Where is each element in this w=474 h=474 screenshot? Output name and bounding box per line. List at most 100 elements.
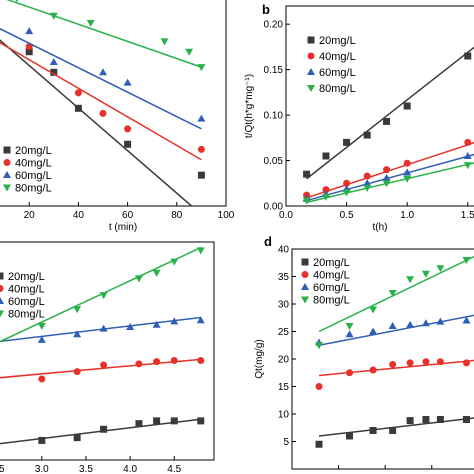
chart-panel-b: 0.0 0.5 1.0 1.5 0.00 0.05 0.10 0.15 0.20 t(h) t/Qt… — [244, 2, 474, 233]
data-point — [403, 102, 411, 110]
data-point — [135, 420, 143, 428]
data-point — [383, 117, 391, 125]
data-point — [100, 361, 108, 369]
x-tick-label: 1.0 — [400, 210, 414, 221]
data-point — [25, 48, 33, 56]
data-point — [196, 247, 205, 255]
fit-line-20mg-l — [0, 418, 201, 445]
data-point — [124, 125, 132, 133]
plot-frame — [285, 5, 474, 207]
data-point — [135, 360, 143, 368]
data-point — [49, 12, 58, 20]
y-tick-label: 25 — [278, 327, 290, 338]
fit-line-40mg-l — [0, 41, 202, 161]
x-tick-label: 60 — [122, 210, 134, 221]
data-point — [99, 292, 108, 300]
fit-line-40mg-l — [318, 359, 474, 377]
data-point — [197, 145, 205, 153]
data-point — [74, 104, 82, 112]
legend-label: 80mg/L — [8, 309, 45, 321]
data-point — [406, 320, 415, 328]
chart-panel-c: 2.53.03.54.04.5lnt20mg/L40mg/L60mg/L80mg… — [0, 241, 215, 474]
legend-label: 40mg/L — [15, 158, 52, 170]
legend-marker — [307, 36, 315, 44]
x-axis-label: t(h) — [373, 222, 388, 233]
data-point — [322, 152, 330, 160]
data-point — [406, 417, 414, 425]
data-point — [302, 197, 311, 205]
chart-panel-d: 468510152025303540t⁰·⁵Qt(mg/g)20mg/L40mg… — [254, 234, 474, 474]
data-point — [25, 27, 34, 35]
data-point — [462, 316, 471, 324]
y-tick-label: 30 — [278, 300, 290, 311]
legend-label: 80mg/L — [319, 83, 356, 95]
legend-label: 20mg/L — [15, 145, 52, 157]
chart-panel-a: 20 40 60 80 100 t (min) 20mg/L40mg/L60mg/L80mg… — [0, 0, 235, 233]
data-point — [197, 171, 205, 179]
legend-label: 60mg/L — [313, 282, 350, 294]
x-axis-label: t (min) — [109, 222, 137, 233]
data-point — [342, 189, 351, 197]
y-axis-label: t/Qt(h*g*mg⁻¹) — [244, 74, 255, 138]
legend-marker — [0, 297, 4, 304]
data-point — [321, 193, 330, 201]
x-tick-label: 40 — [73, 210, 85, 221]
fit-line-80mg-l — [0, 246, 202, 343]
data-point — [436, 317, 445, 325]
legend-marker — [307, 52, 315, 60]
plot-area — [315, 255, 474, 448]
fit-line-60mg-l — [0, 316, 201, 343]
data-point — [382, 173, 391, 181]
data-point — [185, 48, 194, 56]
data-point — [197, 64, 206, 72]
data-point — [86, 19, 95, 27]
fit-line-20mg-l — [306, 46, 474, 180]
data-point — [436, 416, 444, 423]
data-point — [170, 317, 179, 325]
data-point — [303, 170, 311, 178]
data-point — [406, 359, 414, 367]
data-point — [37, 322, 46, 330]
data-point — [403, 168, 412, 176]
y-tick-label: 10 — [278, 410, 290, 421]
legend-marker — [3, 146, 11, 154]
data-point — [315, 342, 324, 350]
data-point — [170, 357, 178, 365]
legend-marker — [301, 296, 309, 304]
data-point — [99, 109, 107, 117]
data-point — [369, 306, 378, 314]
data-point — [436, 358, 444, 366]
data-point — [421, 270, 430, 278]
data-point — [383, 166, 391, 174]
x-tick-label: 3.0 — [35, 464, 49, 474]
x-tick-label: 0.0 — [279, 210, 293, 221]
legend-label: 40mg/L — [8, 284, 45, 296]
legend-marker — [3, 184, 11, 192]
y-tick-label: 35 — [278, 272, 290, 283]
data-point — [123, 78, 132, 86]
data-point — [170, 258, 179, 266]
data-point — [403, 159, 411, 167]
y-tick-label: 5 — [283, 437, 289, 448]
data-point — [369, 327, 378, 335]
data-point — [49, 58, 58, 65]
legend-label: 40mg/L — [319, 51, 356, 63]
data-point — [463, 152, 472, 159]
data-point — [126, 322, 135, 330]
data-point — [363, 131, 371, 139]
data-point — [421, 319, 430, 327]
data-point — [345, 330, 354, 338]
data-point — [462, 359, 470, 367]
data-point — [153, 417, 161, 425]
data-point — [462, 257, 471, 264]
data-point — [346, 432, 354, 440]
data-point — [363, 184, 372, 192]
y-tick-label: 0.10 — [264, 111, 284, 122]
x-tick-label: 3.5 — [79, 464, 93, 474]
x-tick-label: 2.5 — [0, 464, 5, 474]
panel-letter: b — [262, 2, 270, 17]
data-point — [464, 52, 472, 60]
